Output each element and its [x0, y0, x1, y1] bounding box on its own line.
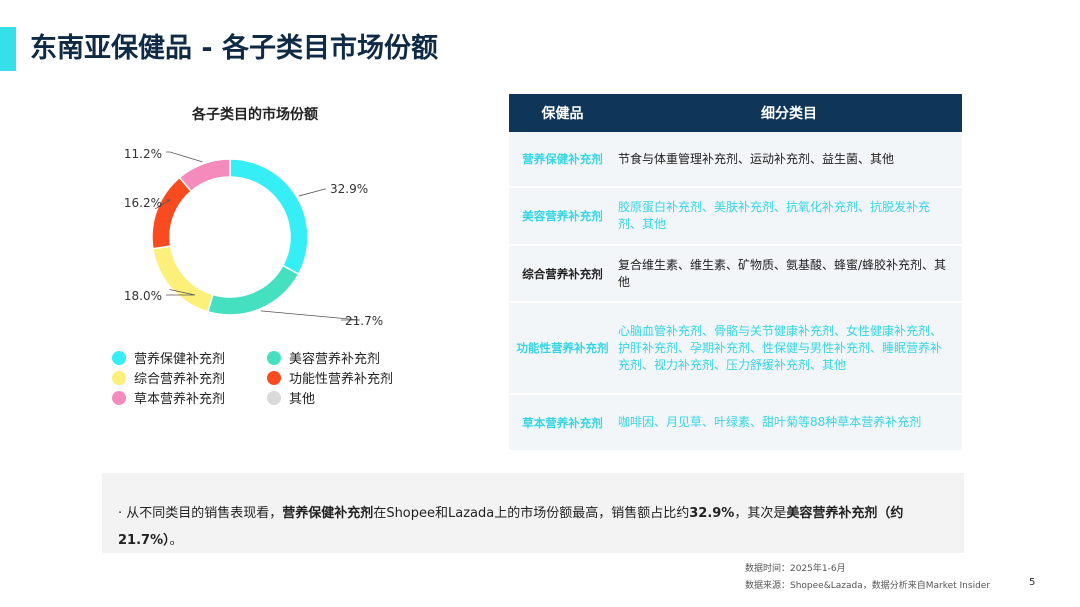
donut-slice — [229, 158, 309, 276]
table-row: 美容营养补充剂 胶原蛋白补充剂、美肤补充剂、抗氧化补充剂、抗脱发补充剂、其他 — [509, 188, 962, 246]
note-highlight: 美容营养补充剂（约21.7%） — [118, 506, 904, 548]
table-header: 保健品 细分类目 — [509, 94, 962, 132]
table-row: 功能性营养补充剂 心脑血管补充剂、骨骼与关节健康补充剂、女性健康补充剂、护肝补充… — [509, 303, 962, 395]
title-accent-bar — [0, 27, 16, 71]
legend-label: 营养保健补充剂 — [134, 352, 226, 367]
row-subcategories: 咖啡因、月见草、叶绿素、甜叶菊等88种草本营养补充剂 — [618, 415, 922, 429]
row-category: 美容营养补充剂 — [522, 209, 603, 223]
donut-slice — [151, 176, 193, 250]
slice-value-label: 16.2% — [124, 196, 162, 210]
table-row: 综合营养补充剂 复合维生素、维生素、矿物质、氨基酸、蜂蜜/蜂胶补充剂、其他 — [509, 246, 962, 303]
legend-swatch — [112, 370, 126, 385]
legend-item: 综合营养补充剂 — [112, 368, 225, 387]
legend-swatch — [267, 350, 281, 365]
legend-swatch — [112, 390, 126, 405]
footer-date: 数据时间：2025年1-6月 — [745, 564, 846, 574]
row-subcategories: 心脑血管补充剂、骨骼与关节健康补充剂、女性健康补充剂、护肝补充剂、孕期补充剂、性… — [618, 323, 943, 372]
legend-label: 草本营养补充剂 — [134, 392, 226, 407]
legend-swatch — [112, 350, 126, 365]
category-table: 保健品 细分类目 营养保健补充剂 节食与体重管理补充剂、运动补充剂、益生菌、其他… — [509, 94, 962, 452]
donut-slice — [206, 264, 300, 316]
row-category: 功能性营养补充剂 — [516, 341, 609, 355]
slice-value-label: 11.2% — [124, 147, 162, 161]
slice-value-label: 21.7% — [345, 314, 383, 328]
note-text: 。 — [169, 533, 183, 548]
chart-title: 各子类目的市场份额 — [192, 107, 318, 123]
row-category: 草本营养补充剂 — [522, 415, 603, 430]
header-subcategory: 细分类目 — [761, 106, 817, 122]
footer-source: 数据来源：Shopee&Lazada，数据分析来自Market Insider — [745, 581, 991, 591]
note-bullet: · — [118, 506, 123, 521]
note-highlight: 营养保健补充剂 — [282, 506, 374, 521]
legend-swatch — [267, 370, 281, 385]
row-category: 营养保健补充剂 — [522, 152, 603, 166]
summary-note: · 从不同类目的销售表现看，营养保健补充剂在Shopee和Lazada上的市场份… — [118, 500, 918, 554]
leader-line — [298, 188, 326, 197]
donut-chart: 32.9% 21.7% 18.0% 16.2% 11.2% — [124, 147, 383, 328]
slice-value-label: 32.9% — [330, 182, 368, 196]
note-text: ，其次是 — [734, 506, 787, 521]
legend-item: 营养保健补充剂 — [112, 348, 225, 367]
legend-label: 综合营养补充剂 — [134, 372, 226, 387]
legend-label: 功能性营养补充剂 — [289, 372, 394, 387]
legend-label: 其他 — [289, 392, 316, 407]
leader-line — [166, 151, 203, 163]
legend-item: 草本营养补充剂 — [112, 388, 225, 407]
page-number: 5 — [1029, 577, 1036, 588]
header-category: 保健品 — [541, 106, 584, 122]
leader-line — [154, 199, 172, 210]
row-subcategories: 复合维生素、维生素、矿物质、氨基酸、蜂蜜/蜂胶补充剂、其他 — [618, 257, 947, 289]
row-subcategories: 胶原蛋白补充剂、美肤补充剂、抗氧化补充剂、抗脱发补充剂、其他 — [618, 200, 931, 231]
leader-line — [166, 289, 196, 296]
legend-item: 美容营养补充剂 — [267, 348, 380, 367]
summary-note-box — [102, 473, 964, 553]
table-row: 草本营养补充剂 咖啡因、月见草、叶绿素、甜叶菊等88种草本营养补充剂 — [509, 395, 962, 452]
leader-line — [260, 310, 361, 321]
slice-value-label: 18.0% — [124, 289, 162, 303]
note-highlight: 32.9% — [689, 506, 735, 521]
row-category: 综合营养补充剂 — [522, 266, 603, 281]
row-subcategories: 节食与体重管理补充剂、运动补充剂、益生菌、其他 — [618, 151, 895, 166]
page-title: 东南亚保健品 - 各子类目市场份额 — [30, 33, 439, 64]
legend-swatch — [267, 390, 281, 405]
legend-item: 功能性营养补充剂 — [267, 368, 393, 387]
donut-slice — [178, 158, 231, 193]
note-text: 在Shopee和Lazada上的市场份额最高，销售额占比约 — [373, 506, 690, 521]
legend-item: 其他 — [267, 388, 315, 407]
legend-label: 美容营养补充剂 — [289, 352, 381, 367]
note-text: 从不同类目的销售表现看， — [126, 506, 283, 521]
table-row: 营养保健补充剂 节食与体重管理补充剂、运动补充剂、益生菌、其他 — [509, 132, 962, 188]
